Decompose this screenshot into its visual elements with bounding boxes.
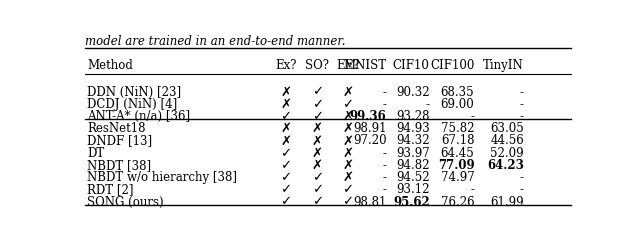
Text: 74.97: 74.97 xyxy=(440,171,474,184)
Text: ✓: ✓ xyxy=(280,159,291,172)
Text: ✗: ✗ xyxy=(280,122,291,135)
Text: ✗: ✗ xyxy=(342,86,353,99)
Text: 64.23: 64.23 xyxy=(487,159,524,172)
Text: -: - xyxy=(383,171,387,184)
Text: ANT-A* (n/a) [36]: ANT-A* (n/a) [36] xyxy=(88,110,191,123)
Text: model are trained in an end-to-end manner.: model are trained in an end-to-end manne… xyxy=(85,35,346,48)
Text: ✓: ✓ xyxy=(280,195,291,209)
Text: 94.93: 94.93 xyxy=(396,122,429,135)
Text: 94.82: 94.82 xyxy=(396,159,429,172)
Text: 61.99: 61.99 xyxy=(490,195,524,209)
Text: SO?: SO? xyxy=(305,59,329,72)
Text: CIF10: CIF10 xyxy=(393,59,429,72)
Text: NBDT w/o hierarchy [38]: NBDT w/o hierarchy [38] xyxy=(88,171,237,184)
Text: -: - xyxy=(520,86,524,99)
Text: ✓: ✓ xyxy=(312,98,323,111)
Text: ✓: ✓ xyxy=(342,98,353,111)
Text: ✓: ✓ xyxy=(312,195,323,209)
Text: ✓: ✓ xyxy=(280,147,291,160)
Text: 94.32: 94.32 xyxy=(396,134,429,147)
Text: Ex?: Ex? xyxy=(275,59,296,72)
Text: DDN (NiN) [23]: DDN (NiN) [23] xyxy=(88,86,182,99)
Text: 95.62: 95.62 xyxy=(393,195,429,209)
Text: RDT [2]: RDT [2] xyxy=(88,183,134,196)
Text: -: - xyxy=(383,98,387,111)
Text: 67.18: 67.18 xyxy=(441,134,474,147)
Text: SONG (ours): SONG (ours) xyxy=(88,195,164,209)
Text: DCDJ (NiN) [4]: DCDJ (NiN) [4] xyxy=(88,98,178,111)
Text: ✗: ✗ xyxy=(342,122,353,135)
Text: TinyIN: TinyIN xyxy=(483,59,524,72)
Text: EE?: EE? xyxy=(336,59,360,72)
Text: 93.28: 93.28 xyxy=(396,110,429,123)
Text: ✗: ✗ xyxy=(312,122,323,135)
Text: MNIST: MNIST xyxy=(344,59,387,72)
Text: -: - xyxy=(426,98,429,111)
Text: -: - xyxy=(470,110,474,123)
Text: 68.35: 68.35 xyxy=(441,86,474,99)
Text: NBDT [38]: NBDT [38] xyxy=(88,159,152,172)
Text: ✗: ✗ xyxy=(280,86,291,99)
Text: 93.97: 93.97 xyxy=(396,147,429,160)
Text: ✗: ✗ xyxy=(342,159,353,172)
Text: ✓: ✓ xyxy=(312,183,323,196)
Text: -: - xyxy=(470,183,474,196)
Text: 77.09: 77.09 xyxy=(438,159,474,172)
Text: 69.00: 69.00 xyxy=(440,98,474,111)
Text: ✓: ✓ xyxy=(342,195,353,209)
Text: ✗: ✗ xyxy=(312,159,323,172)
Text: ✓: ✓ xyxy=(312,171,323,184)
Text: DT: DT xyxy=(88,147,105,160)
Text: -: - xyxy=(520,110,524,123)
Text: ✗: ✗ xyxy=(312,147,323,160)
Text: ✓: ✓ xyxy=(280,183,291,196)
Text: 63.05: 63.05 xyxy=(490,122,524,135)
Text: 93.12: 93.12 xyxy=(396,183,429,196)
Text: DNDF [13]: DNDF [13] xyxy=(88,134,152,147)
Text: ✓: ✓ xyxy=(280,110,291,123)
Text: ✓: ✓ xyxy=(312,86,323,99)
Text: -: - xyxy=(383,147,387,160)
Text: -: - xyxy=(520,171,524,184)
Text: 94.52: 94.52 xyxy=(396,171,429,184)
Text: ✗: ✗ xyxy=(342,147,353,160)
Text: -: - xyxy=(520,183,524,196)
Text: 76.26: 76.26 xyxy=(441,195,474,209)
Text: 64.45: 64.45 xyxy=(440,147,474,160)
Text: ✓: ✓ xyxy=(280,171,291,184)
Text: 97.20: 97.20 xyxy=(353,134,387,147)
Text: -: - xyxy=(383,159,387,172)
Text: 99.36: 99.36 xyxy=(350,110,387,123)
Text: ✗: ✗ xyxy=(280,134,291,147)
Text: ✓: ✓ xyxy=(312,110,323,123)
Text: -: - xyxy=(520,98,524,111)
Text: 75.82: 75.82 xyxy=(441,122,474,135)
Text: -: - xyxy=(383,183,387,196)
Text: 98.81: 98.81 xyxy=(353,195,387,209)
Text: ResNet18: ResNet18 xyxy=(88,122,146,135)
Text: 44.56: 44.56 xyxy=(490,134,524,147)
Text: 90.32: 90.32 xyxy=(396,86,429,99)
Text: ✗: ✗ xyxy=(312,134,323,147)
Text: ✗: ✗ xyxy=(342,171,353,184)
Text: ✗: ✗ xyxy=(342,110,353,123)
Text: CIF100: CIF100 xyxy=(430,59,474,72)
Text: ✗: ✗ xyxy=(342,134,353,147)
Text: 98.91: 98.91 xyxy=(353,122,387,135)
Text: -: - xyxy=(383,86,387,99)
Text: Method: Method xyxy=(88,59,133,72)
Text: ✓: ✓ xyxy=(342,183,353,196)
Text: ✗: ✗ xyxy=(280,98,291,111)
Text: 52.09: 52.09 xyxy=(490,147,524,160)
